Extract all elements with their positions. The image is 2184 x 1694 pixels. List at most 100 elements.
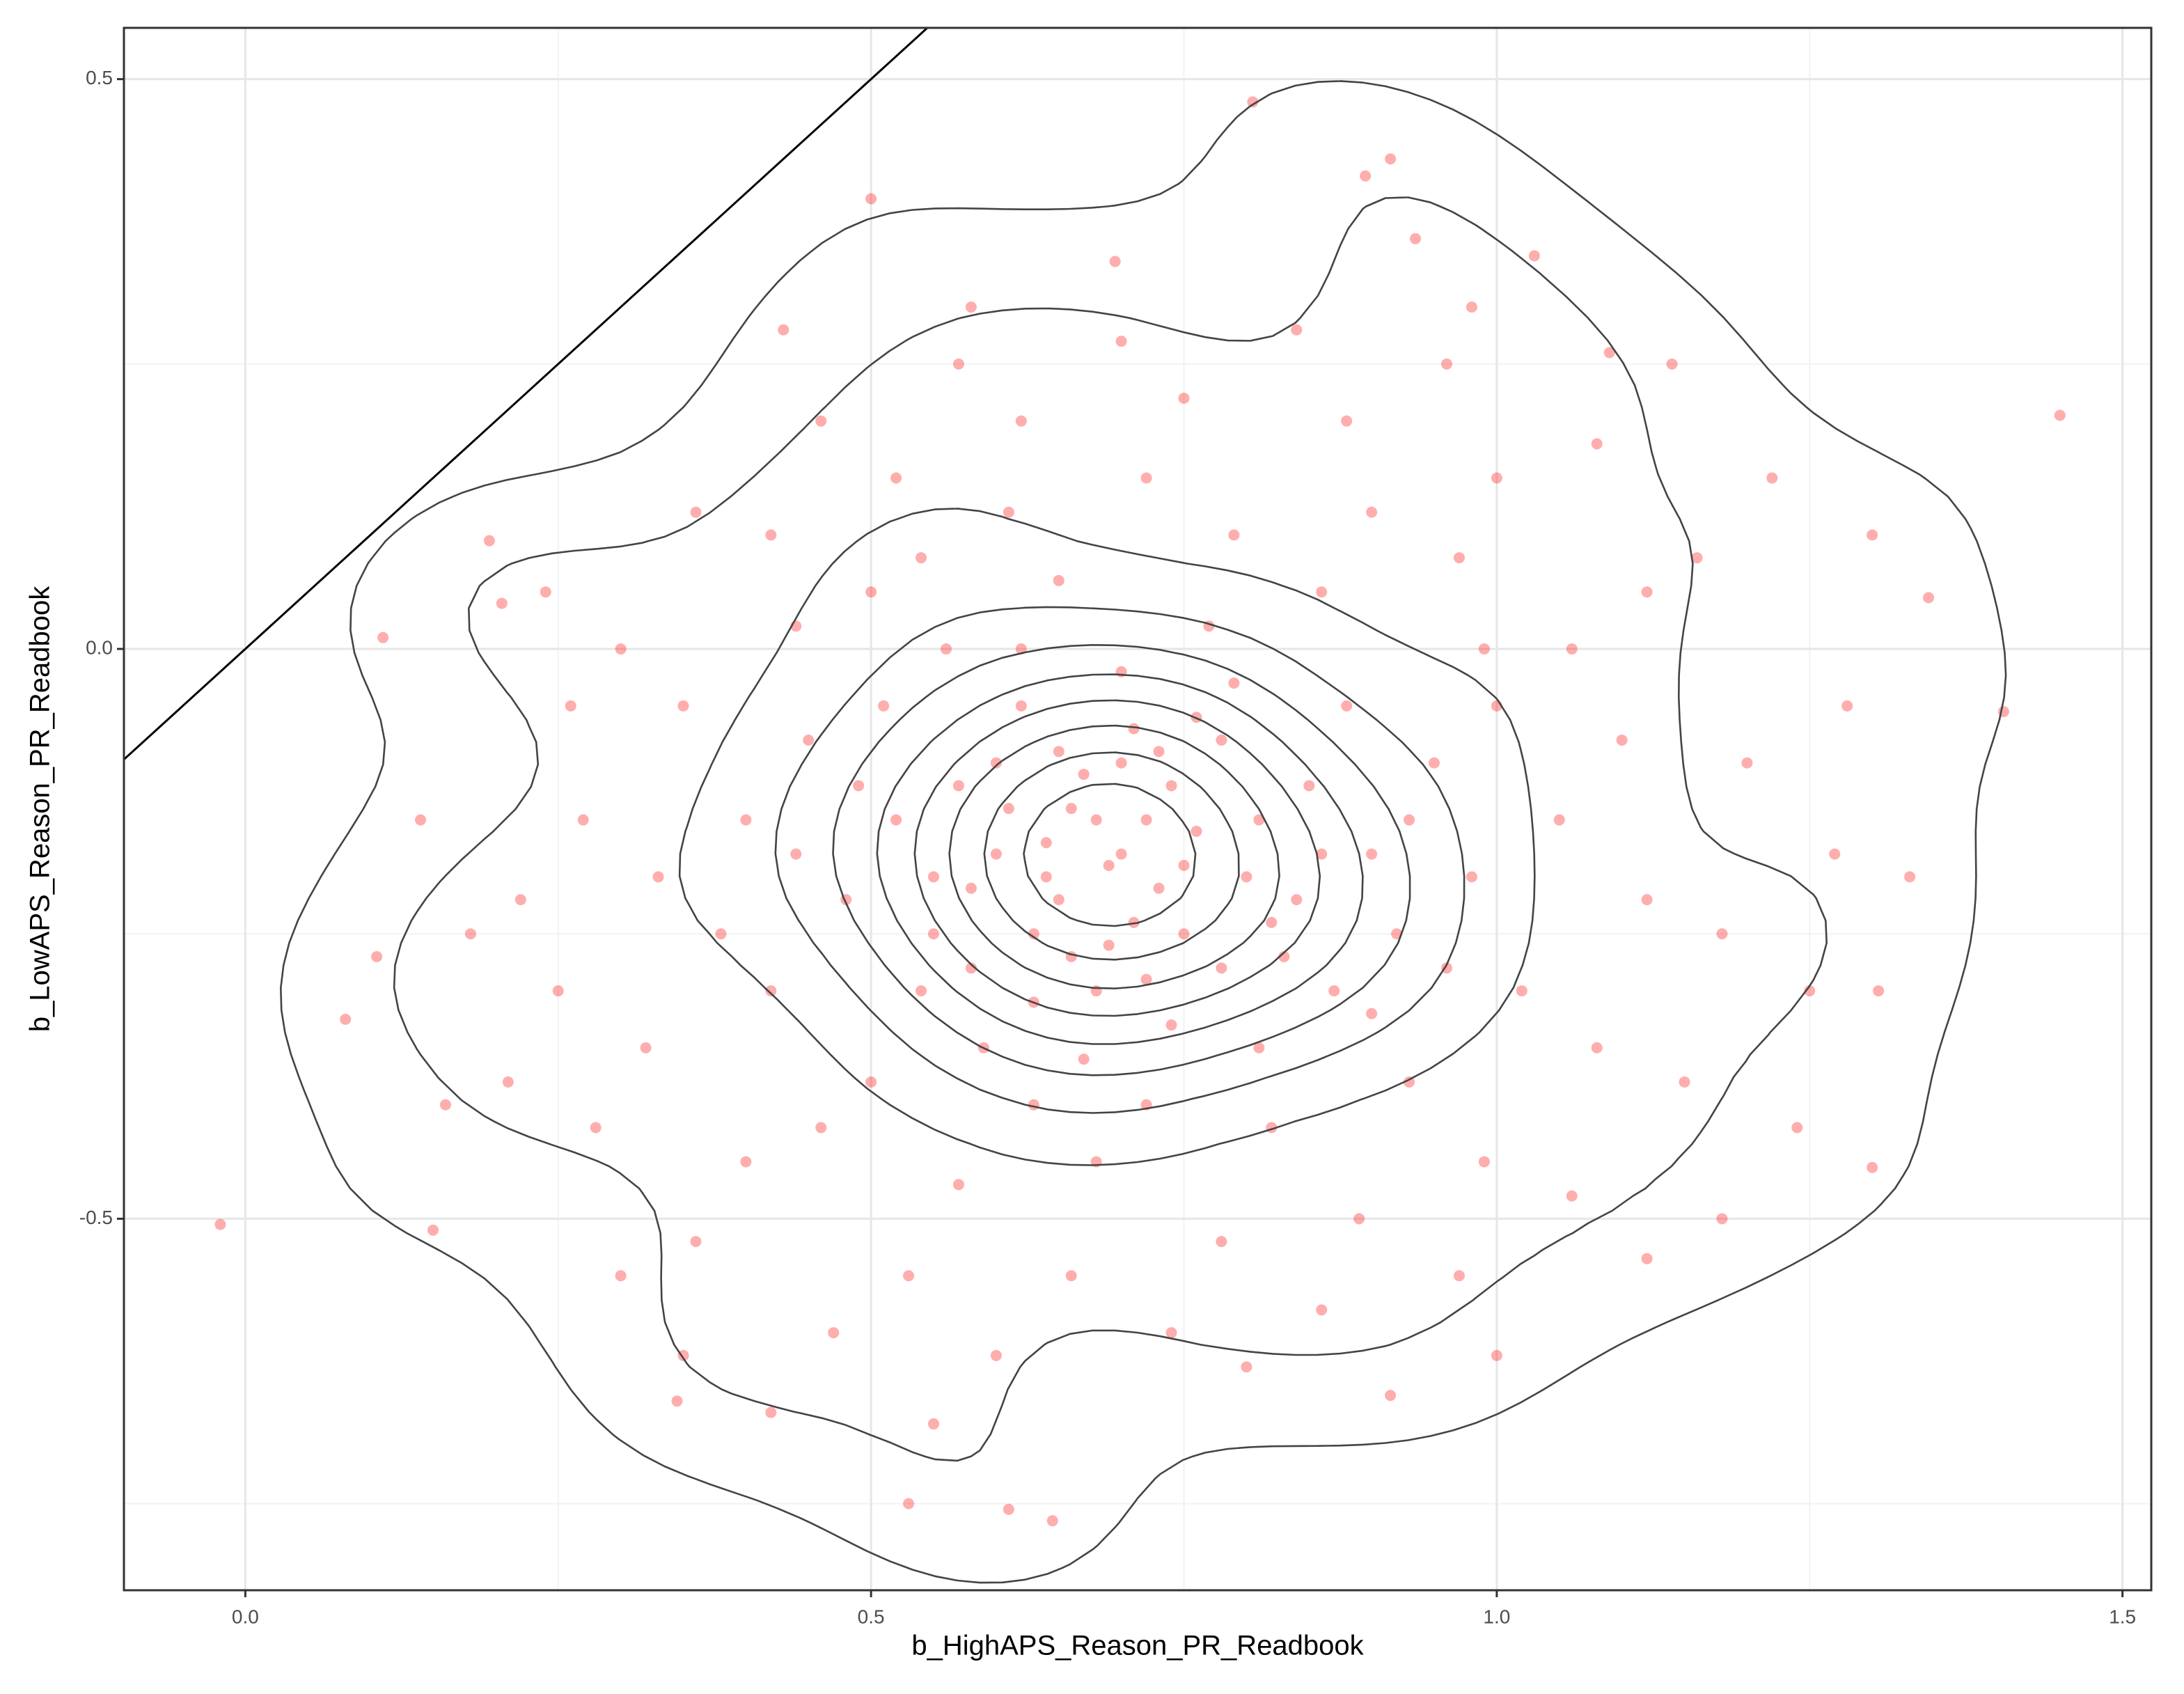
point xyxy=(803,734,815,746)
point xyxy=(1015,415,1027,427)
point xyxy=(1566,643,1578,655)
point xyxy=(815,1122,827,1134)
point xyxy=(577,814,589,826)
point xyxy=(1178,928,1190,940)
point xyxy=(1153,746,1165,758)
point xyxy=(1191,825,1202,837)
point xyxy=(765,1406,777,1418)
point xyxy=(1241,1361,1252,1373)
point xyxy=(1366,848,1378,860)
y-axis-title: b_LowAPS_Reason_PR_Readbook xyxy=(25,586,56,1032)
point xyxy=(965,882,977,894)
point xyxy=(1923,592,1935,604)
density-contours xyxy=(280,80,2007,1584)
point xyxy=(1591,1042,1603,1053)
point xyxy=(1404,1076,1415,1088)
point xyxy=(514,894,526,906)
point xyxy=(1466,301,1477,313)
point xyxy=(903,1498,915,1509)
point xyxy=(1046,1515,1058,1527)
point xyxy=(1003,803,1014,815)
point xyxy=(1291,894,1303,906)
point xyxy=(671,1395,683,1407)
point xyxy=(1741,757,1753,769)
density-contour xyxy=(832,644,1411,1076)
point xyxy=(965,301,977,313)
point xyxy=(1015,700,1027,712)
point xyxy=(1090,814,1102,826)
point xyxy=(1247,96,1259,108)
point xyxy=(502,1076,514,1088)
point xyxy=(677,700,689,712)
point xyxy=(1253,814,1265,826)
point xyxy=(615,643,627,655)
point xyxy=(1266,916,1278,928)
point xyxy=(1228,529,1240,541)
point xyxy=(1316,848,1328,860)
point xyxy=(540,586,551,598)
point xyxy=(427,1224,439,1236)
point xyxy=(952,1179,964,1191)
point xyxy=(565,700,576,712)
point xyxy=(828,1327,840,1339)
point xyxy=(865,586,877,598)
point xyxy=(1341,415,1353,427)
point xyxy=(483,535,495,547)
point xyxy=(990,757,1002,769)
point xyxy=(1003,506,1014,518)
point xyxy=(1316,586,1328,598)
point xyxy=(1341,700,1353,712)
point xyxy=(1140,472,1152,484)
point xyxy=(1216,734,1227,746)
point xyxy=(2054,409,2066,421)
point xyxy=(928,1418,940,1430)
point xyxy=(928,871,940,883)
point xyxy=(853,780,865,792)
point xyxy=(1478,643,1490,655)
point xyxy=(1641,894,1653,906)
point xyxy=(740,1156,752,1168)
point xyxy=(1360,170,1372,182)
point xyxy=(1904,871,1916,883)
point xyxy=(1691,552,1703,564)
point xyxy=(1385,153,1397,165)
point xyxy=(1078,1053,1090,1065)
point xyxy=(1253,1042,1265,1053)
point xyxy=(652,871,664,883)
point xyxy=(1115,336,1127,347)
x-tick-label: 0.5 xyxy=(858,1606,885,1627)
density-contour xyxy=(280,80,2007,1584)
x-tick-label: 1.5 xyxy=(2109,1606,2136,1627)
point xyxy=(1641,586,1653,598)
point xyxy=(1065,803,1077,815)
density-contour xyxy=(774,606,1466,1114)
point xyxy=(415,814,427,826)
point xyxy=(1028,1099,1039,1111)
point xyxy=(1716,928,1728,940)
point xyxy=(1028,928,1039,940)
point xyxy=(952,358,964,370)
point xyxy=(690,1236,702,1248)
point xyxy=(1040,871,1052,883)
density-contour xyxy=(678,508,1536,1166)
point xyxy=(928,928,940,940)
point xyxy=(1228,677,1240,689)
point xyxy=(878,700,890,712)
point xyxy=(1491,472,1502,484)
point xyxy=(790,848,802,860)
point xyxy=(1804,985,1816,997)
point xyxy=(1516,985,1527,997)
point xyxy=(1165,1327,1177,1339)
point xyxy=(1429,757,1440,769)
point xyxy=(1466,871,1477,883)
point xyxy=(552,985,564,997)
point xyxy=(1328,985,1340,997)
point xyxy=(1528,250,1540,262)
point xyxy=(1366,1007,1378,1019)
point xyxy=(690,506,702,518)
point xyxy=(1791,1122,1803,1134)
point xyxy=(1178,860,1190,872)
point xyxy=(765,985,777,997)
point xyxy=(1453,552,1465,564)
